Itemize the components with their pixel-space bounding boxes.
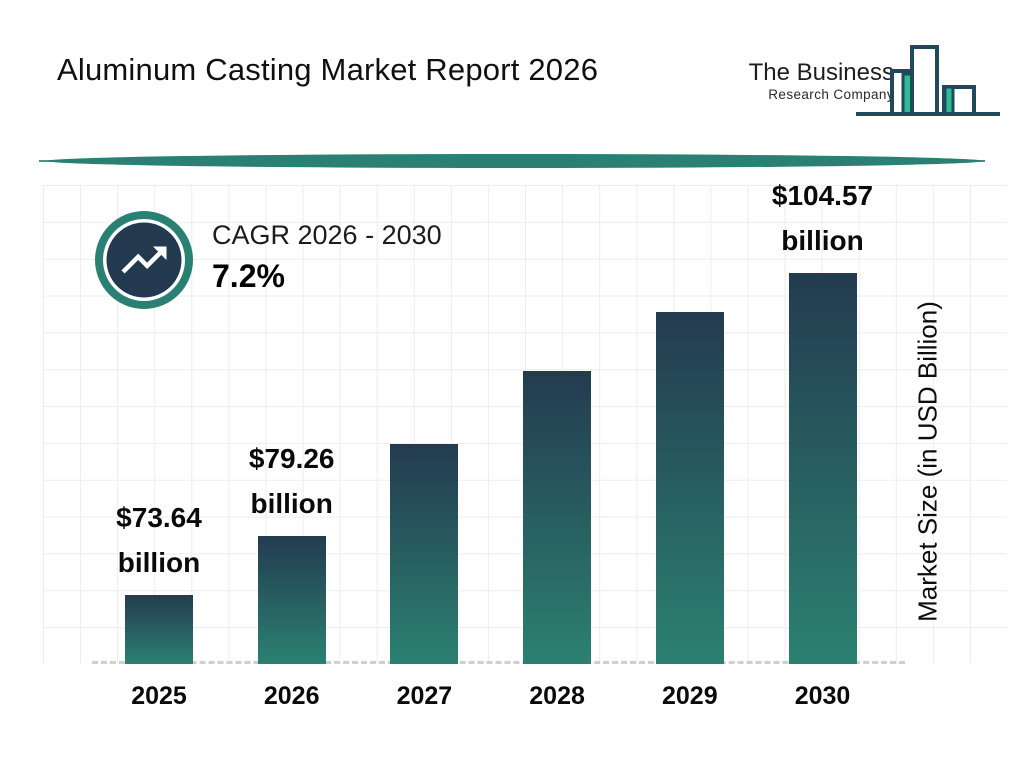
cagr-value: 7.2% (212, 258, 285, 294)
bar-2030 (788, 273, 857, 664)
skyline-bars-icon (856, 45, 1000, 116)
bar-2025 (125, 595, 193, 664)
cagr-badge (92, 208, 196, 312)
cagr-label: CAGR 2026 - 2030 (212, 220, 442, 250)
x-axis-label-2027: 2027 (396, 682, 453, 710)
x-axis-label-2028: 2028 (529, 682, 585, 710)
x-axis-label-2030: 2030 (794, 682, 851, 710)
page-title: Aluminum Casting Market Report 2026 (57, 52, 599, 87)
bar-2026 (257, 536, 326, 664)
value-label-2025: $73.64 billion (116, 502, 202, 578)
divider-line (39, 154, 985, 168)
y-axis-title: Market Size (in USD Billion) (912, 301, 943, 622)
logo-subname: Research Company (768, 87, 894, 102)
logo-text: The Business Research Company (748, 59, 894, 103)
trending-up-icon (95, 211, 193, 309)
x-axis-label-2025: 2025 (131, 682, 187, 710)
value-label-2030: $104.57 billion (771, 180, 874, 256)
x-axis-label-2026: 2026 (263, 682, 320, 710)
cagr-text-block: CAGR 2026 - 2030 7.2% (212, 220, 442, 293)
company-logo: The Business Research Company (734, 38, 1000, 128)
x-axis-label-2029: 2029 (661, 682, 718, 710)
axis-baseline (92, 661, 905, 664)
value-label-2026: $79.26 billion (248, 443, 335, 519)
bar-2027 (390, 444, 459, 664)
chart-area: 2025 $73.64 billion 2026 $79.26 billion 2027 20… (43, 180, 1007, 710)
logo-name: The Business (748, 59, 894, 86)
bar-2029 (655, 312, 724, 664)
bar-2028 (523, 371, 592, 664)
